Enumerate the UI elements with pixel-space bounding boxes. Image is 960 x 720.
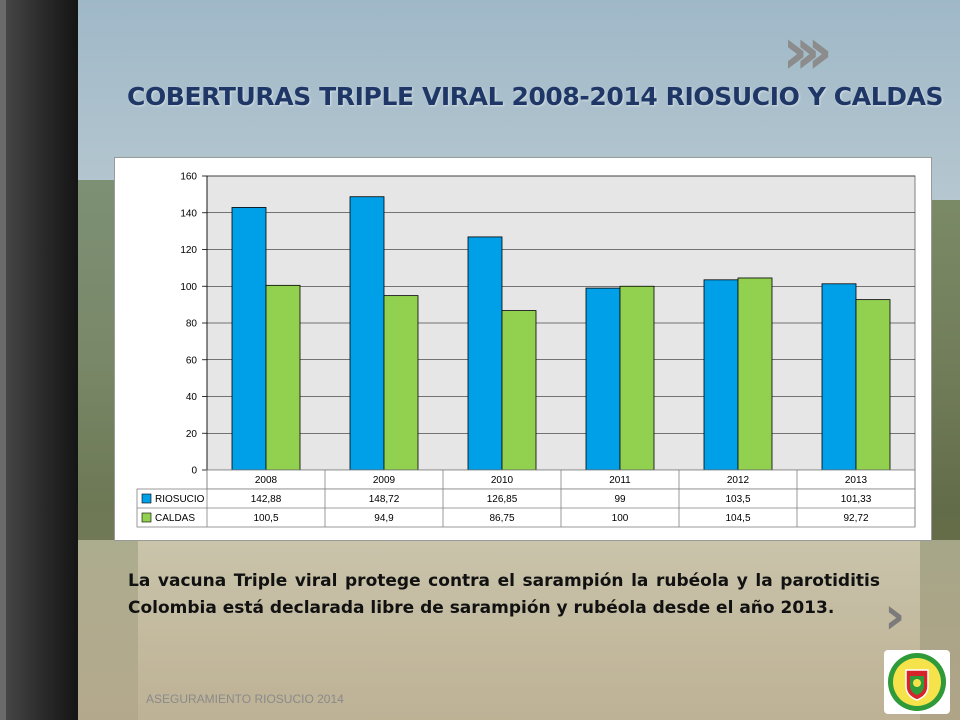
data-label: 104,5: [725, 513, 750, 524]
x-tick-label: 2011: [609, 475, 631, 486]
background-plaza: [78, 540, 960, 720]
bar-caldas-2012: [737, 277, 773, 471]
bar-caldas-2010: [501, 310, 537, 471]
bar-riosucio-2011: [585, 287, 621, 471]
bar-riosucio-2009: [349, 196, 385, 471]
y-tick-label: 160: [180, 172, 197, 183]
bar-riosucio-2010: [467, 236, 503, 471]
x-tick-label: 2009: [373, 475, 396, 486]
bar-caldas-2013: [855, 299, 891, 471]
x-tick-label: 2013: [845, 475, 868, 486]
data-label: 94,9: [374, 513, 394, 524]
data-label: 99: [614, 494, 626, 505]
data-label: 100,5: [253, 513, 278, 524]
bar-caldas-2009: [383, 295, 419, 471]
triple-chevron-right-icon: ›››: [782, 15, 833, 89]
y-tick-label: 140: [180, 208, 197, 219]
x-tick-label: 2010: [491, 475, 514, 486]
data-label: 148,72: [369, 494, 400, 505]
bar-riosucio-2013: [821, 283, 857, 471]
y-tick-label: 0: [191, 466, 197, 477]
y-tick-label: 120: [180, 245, 197, 256]
data-label: 101,33: [841, 494, 872, 505]
x-tick-label: 2008: [255, 475, 278, 486]
bar-chart: 0 20 40 60 80 100 120 140 160 2008 2009 2010 2011 201…: [114, 157, 932, 541]
x-tick-label: 2012: [727, 475, 750, 486]
bar-caldas-2008: [265, 284, 301, 471]
chart-canvas: 0 20 40 60 80 100 120 140 160 2008 2009 2010 2011 201…: [136, 172, 916, 528]
footer-text: ASEGURAMIENTO RIOSUCIO 2014: [146, 692, 344, 706]
left-decorative-bar: [0, 0, 78, 720]
data-label: 142,88: [251, 494, 282, 505]
y-tick-label: 80: [186, 319, 198, 330]
legend-label-caldas: CALDAS: [155, 513, 195, 524]
legend-label-riosucio: RIOSUCIO: [155, 494, 205, 505]
data-label: 100: [612, 513, 629, 524]
data-label: 126,85: [487, 494, 518, 505]
bar-riosucio-2012: [703, 279, 739, 471]
bar-riosucio-2008: [231, 207, 267, 471]
municipal-shield-logo: [884, 650, 950, 714]
y-tick-label: 100: [180, 282, 197, 293]
data-label: 86,75: [489, 513, 514, 524]
chevron-right-icon: ›: [884, 586, 906, 646]
y-tick-label: 40: [186, 392, 198, 403]
bar-caldas-2011: [619, 285, 655, 471]
data-label: 92,72: [843, 513, 868, 524]
legend-swatch-caldas: [141, 512, 152, 523]
data-label: 103,5: [725, 494, 750, 505]
y-tick-label: 20: [186, 429, 198, 440]
body-paragraph: La vacuna Triple viral protege contra el…: [128, 571, 880, 618]
slide-title: COBERTURAS TRIPLE VIRAL 2008-2014 RIOSUC…: [127, 82, 944, 111]
y-tick-label: 60: [186, 355, 198, 366]
legend-swatch-riosucio: [141, 493, 152, 504]
